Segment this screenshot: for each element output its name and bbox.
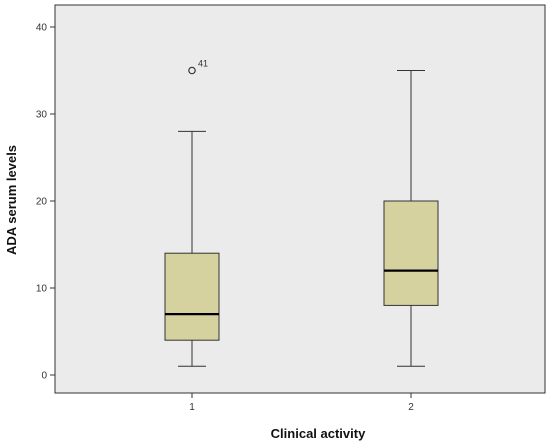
x-axis-title: Clinical activity <box>271 426 366 441</box>
outlier-1-0 <box>188 66 196 75</box>
y-tick-label-40: 40 <box>36 23 48 34</box>
x-tick-label-1: 1 <box>189 402 195 413</box>
y-tick-label-20: 20 <box>36 197 48 208</box>
box-group-1: 41 <box>164 59 220 367</box>
outlier-label-1-0: 41 <box>198 59 208 69</box>
y-tick-label-10: 10 <box>36 284 48 295</box>
box-2 <box>383 200 439 306</box>
y-axis: 0 10 20 30 40 <box>36 23 55 382</box>
boxes: 41 <box>164 59 439 367</box>
box-1 <box>164 252 220 341</box>
y-tick-label-0: 0 <box>41 371 47 382</box>
x-tick-label-2: 2 <box>408 402 414 413</box>
y-tick-label-30: 30 <box>36 110 48 121</box>
box-group-2 <box>383 70 439 367</box>
y-axis-title: ADA serum levels <box>4 145 19 255</box>
plot-area <box>54 4 546 394</box>
